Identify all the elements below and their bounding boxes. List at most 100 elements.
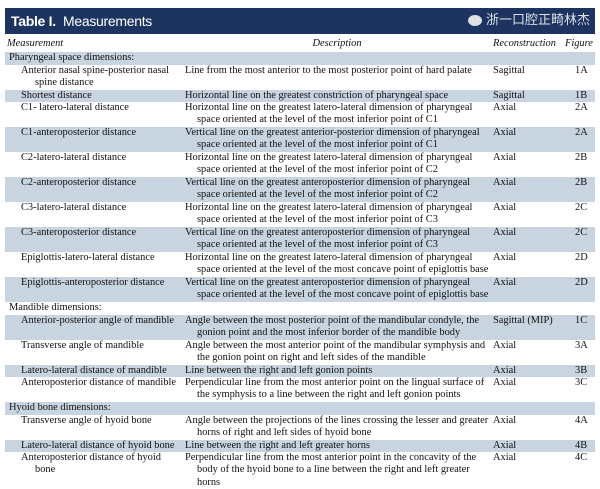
figure-cell: 4C [563, 452, 595, 489]
description-cell: Angle between the projections of the lin… [183, 415, 491, 440]
table-label: Table I. [11, 13, 56, 29]
measurement-cell-text: C3-latero-lateral distance [21, 202, 127, 213]
reconstruction-cell: Axial [491, 177, 563, 202]
reconstruction-cell-text: Axial [493, 439, 517, 451]
measurements-table: Measurement Description Reconstruction F… [5, 36, 595, 489]
measurement-cell-text: C3-anteroposterior distance [21, 227, 137, 238]
watermark-text: 浙一口腔正畸林杰 [485, 13, 590, 28]
figure-cell-text: 1C [575, 314, 588, 326]
figure-cell-text: 3A [575, 339, 588, 351]
description-cell-text: Perpendicular line from the most anterio… [185, 452, 477, 488]
measurement-cell: Anterior-posterior angle of mandible [5, 314, 183, 340]
description-cell-text: Vertical line on the greatest anteropost… [185, 277, 489, 301]
table-row: Latero-lateral distance of mandible Line … [5, 364, 595, 377]
figure-cell: 3C [563, 377, 595, 402]
description-cell-text: Vertical line on the greatest anterior-p… [185, 127, 480, 151]
description-cell: Horizontal line on the greatest constric… [183, 89, 491, 102]
reconstruction-cell-text: Sagittal (MIP) [493, 314, 553, 326]
figure-cell-text: 2B [575, 177, 588, 188]
reconstruction-cell-text: Axial [493, 252, 517, 263]
measurement-cell-text: Epiglottis-anteroposterior distance [21, 277, 165, 288]
measurement-cell-text: Transverse angle of hyoid bone [21, 414, 152, 426]
section-title: Mandible dimensions: [9, 302, 102, 313]
measurement-cell: Anteroposterior distance of hyoid bone [5, 452, 183, 489]
table-row: C2-latero-lateral distance Horizontal lin… [5, 152, 595, 177]
figure-cell-text: 2D [575, 252, 588, 263]
figure-cell-text: 1A [575, 64, 588, 76]
table-row: Epiglottis-anteroposterior distance Verti… [5, 277, 595, 302]
table-row: Latero-lateral distance of hyoid bone Lin… [5, 439, 595, 452]
reconstruction-cell: Axial [491, 277, 563, 302]
description-cell: Line between the right and left greater … [183, 439, 491, 452]
reconstruction-cell-text: Axial [493, 339, 517, 351]
header-figure: Figure [565, 37, 593, 49]
measurement-cell-text: Latero-lateral distance of mandible [21, 364, 167, 376]
description-cell-text: Horizontal line on the greatest constric… [185, 89, 449, 101]
description-cell: Perpendicular line from the most anterio… [183, 452, 491, 489]
reconstruction-cell-text: Axial [493, 152, 517, 163]
reconstruction-cell-text: Axial [493, 414, 517, 426]
reconstruction-cell-text: Axial [493, 102, 517, 113]
measurement-cell: Latero-lateral distance of mandible [5, 364, 183, 377]
reconstruction-cell: Axial [491, 202, 563, 227]
description-cell-text: Horizontal line on the greatest latero-l… [185, 252, 489, 276]
measurement-cell: C3-anteroposterior distance [5, 227, 183, 252]
figure-cell: 2D [563, 277, 595, 302]
reconstruction-cell: Axial [491, 415, 563, 440]
measurement-cell: Transverse angle of mandible [5, 340, 183, 365]
reconstruction-cell: Axial [491, 252, 563, 277]
figure-cell-text: 2C [575, 202, 588, 213]
table-row: Transverse angle of hyoid bone Angle betw… [5, 415, 595, 440]
table-row: Anteroposterior distance of hyoid bone Pe… [5, 452, 595, 489]
description-cell: Vertical line on the greatest anteropost… [183, 277, 491, 302]
figure-cell: 2A [563, 102, 595, 127]
measurement-cell-text: C1- latero-lateral distance [21, 102, 129, 113]
description-cell: Line from the most anterior to the most … [183, 65, 491, 90]
figure-cell-text: 2C [575, 227, 588, 238]
measurement-cell-text: Anteroposterior distance of hyoid bone [21, 452, 161, 476]
reconstruction-cell: Axial [491, 377, 563, 402]
table-row: Anterior nasal spine-posterior nasal spi… [5, 65, 595, 90]
section-row: Pharyngeal space dimensions: [5, 52, 595, 65]
reconstruction-cell-text: Axial [493, 377, 517, 388]
description-cell-text: Line between the right and left greater … [185, 439, 370, 451]
reconstruction-cell: Axial [491, 227, 563, 252]
description-cell: Angle between the most anterior point of… [183, 340, 491, 365]
reconstruction-cell: Axial [491, 340, 563, 365]
table-title-text: Measurements [62, 13, 152, 29]
figure-cell: 2B [563, 152, 595, 177]
wechat-icon [467, 15, 482, 26]
figure-cell: 1C [563, 314, 595, 340]
measurement-cell: Shortest distance [5, 89, 183, 102]
measurement-cell-text: C2-anteroposterior distance [21, 177, 137, 188]
figure-cell-text: 4A [575, 414, 588, 426]
table-row: C3-anteroposterior distance Vertical line… [5, 227, 595, 252]
description-cell: Vertical line on the greatest anterior-p… [183, 127, 491, 152]
table-row: C1- latero-lateral distance Horizontal li… [5, 102, 595, 127]
measurement-cell: C2-anteroposterior distance [5, 177, 183, 202]
reconstruction-cell: Axial [491, 439, 563, 452]
measurement-cell-text: Latero-lateral distance of hyoid bone [21, 439, 175, 451]
measurement-cell: Latero-lateral distance of hyoid bone [5, 439, 183, 452]
header-reconstruction: Reconstruction [493, 37, 556, 49]
figure-cell-text: 3C [575, 377, 588, 388]
header-row: Measurement Description Reconstruction F… [5, 36, 595, 52]
description-cell-text: Line between the right and left gonion p… [185, 364, 373, 376]
reconstruction-cell: Axial [491, 152, 563, 177]
reconstruction-cell: Sagittal [491, 65, 563, 90]
table-row: C3-latero-lateral distance Horizontal lin… [5, 202, 595, 227]
measurement-cell: Anterior nasal spine-posterior nasal spi… [5, 65, 183, 90]
description-cell-text: Horizontal line on the greatest latero-l… [185, 102, 473, 126]
description-cell-text: Angle between the projections of the lin… [185, 414, 489, 438]
figure-cell-text: 4B [575, 439, 588, 451]
reconstruction-cell-text: Axial [493, 202, 517, 213]
description-cell: Angle between the most posterior point o… [183, 314, 491, 340]
figure-cell-text: 4C [575, 452, 588, 463]
description-cell: Horizontal line on the greatest latero-l… [183, 202, 491, 227]
measurement-cell-text: Epiglottis-latero-lateral distance [21, 252, 155, 263]
measurement-cell: Epiglottis-anteroposterior distance [5, 277, 183, 302]
description-cell-text: Horizontal line on the greatest latero-l… [185, 202, 473, 226]
figure-cell: 1A [563, 65, 595, 90]
measurement-cell-text: Anterior-posterior angle of mandible [21, 314, 175, 326]
figure-cell: 4A [563, 415, 595, 440]
